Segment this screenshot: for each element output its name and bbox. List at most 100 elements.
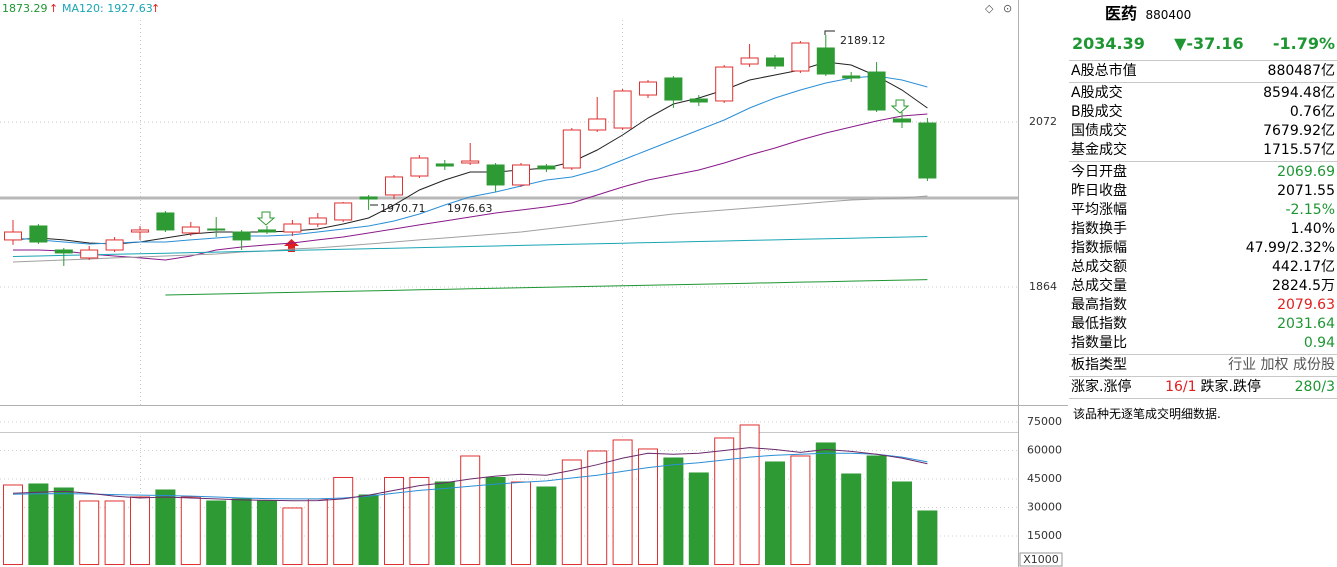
row-label: 最高指数	[1071, 297, 1127, 313]
row: 今日开盘 2069.69	[1069, 163, 1337, 182]
volume-bar	[206, 500, 227, 565]
volume-bar	[333, 476, 354, 566]
candle-body	[435, 163, 454, 167]
ma-line	[12, 447, 928, 502]
candle-body	[537, 165, 556, 170]
candle-body	[791, 42, 810, 72]
quote-change-pct: -1.79%	[1272, 34, 1335, 53]
row: 指数量比 0.94	[1069, 334, 1337, 353]
candle-body	[232, 231, 251, 241]
candle-body	[283, 223, 302, 233]
volume-bar	[511, 481, 531, 566]
volume-bar	[765, 461, 785, 566]
row-value: 2079.63	[1277, 297, 1335, 313]
candle-body	[461, 160, 480, 164]
row-label: 总成交额	[1071, 259, 1127, 275]
ma-line	[13, 113, 928, 261]
row: 板指类型 行业 加权 成份股	[1069, 356, 1337, 375]
row-value: 8594.48亿	[1263, 85, 1335, 101]
volume-bar	[282, 507, 303, 566]
row: 最高指数 2079.63	[1069, 296, 1337, 315]
candle-body	[639, 81, 657, 96]
row-label: 指数换手	[1071, 221, 1127, 237]
candle-body	[359, 196, 378, 200]
row-value: 1715.57亿	[1263, 142, 1335, 158]
candle-body	[156, 212, 175, 231]
volume-bar	[460, 455, 481, 565]
signal-up-arrow	[284, 239, 299, 252]
quote-row: 2034.39 ▼-37.16 -1.79%	[1069, 28, 1337, 61]
candle-body	[29, 225, 48, 243]
table-section: 今日开盘 2069.69 昨日收盘 2071.55 平均涨幅 -2.15% 指数换手 1.40…	[1069, 162, 1337, 355]
signal-down-arrow	[256, 211, 276, 226]
row: 总成交额 442.17亿	[1069, 258, 1337, 277]
row-label: 国债成交	[1071, 123, 1127, 139]
ma-line	[12, 61, 928, 245]
row-label: 指数量比	[1071, 335, 1127, 351]
row: 平均涨幅 -2.15%	[1069, 201, 1337, 220]
candle-body	[664, 77, 683, 101]
row-value: 47.99/2.32%	[1245, 240, 1335, 256]
volume-bar	[155, 489, 176, 566]
row: A股总市值 880487亿	[1069, 62, 1337, 81]
y-tick-label: 1864	[1029, 280, 1057, 293]
ma-arrow: ↑	[49, 2, 58, 15]
y-tick-label: 75000	[1027, 415, 1062, 428]
candle-body	[131, 229, 149, 233]
row: B股成交 0.76亿	[1069, 103, 1337, 122]
annotation: 2189.12	[840, 34, 886, 47]
table-section: 板指类型 行业 加权 成份股	[1069, 355, 1337, 377]
volume-bar	[688, 472, 709, 566]
volume-bar	[714, 437, 735, 565]
candle-body	[4, 231, 22, 241]
row-label: 涨家.涨停	[1071, 379, 1132, 395]
volume-bar	[536, 486, 557, 565]
row-value: 880487亿	[1267, 63, 1335, 79]
volume-bar	[612, 439, 633, 565]
quote-change: ▼-37.16	[1174, 34, 1244, 53]
quote-code: 880400	[1145, 8, 1192, 22]
ma-line	[165, 279, 928, 296]
volume-bar	[307, 498, 328, 566]
volume-bar	[28, 483, 49, 565]
signal-down-arrow	[890, 99, 910, 114]
candle-body	[816, 47, 835, 75]
row: 基金成交 1715.57亿	[1069, 141, 1337, 160]
volume-bar	[53, 487, 74, 566]
volume-bar	[739, 424, 760, 565]
candle-body	[512, 164, 530, 186]
volume-bar	[358, 494, 379, 565]
row-label: A股成交	[1071, 85, 1123, 101]
chart: 1873.29 ↑ MA120: 1927.63 ↑ ◇ ⊙ 1864 2072 1…	[0, 0, 1068, 567]
ma-line	[12, 236, 928, 257]
table-section: A股成交 8594.48亿 B股成交 0.76亿 国债成交 7679.92亿 基金成交 171…	[1069, 83, 1337, 162]
ma-label: MA120: 1927.63	[62, 2, 153, 15]
candle-body	[740, 57, 759, 65]
volume-bar	[434, 481, 455, 566]
quote-price: 2034.39	[1072, 34, 1145, 53]
row-label: 平均涨幅	[1071, 202, 1127, 218]
candle-body	[588, 118, 607, 131]
row-value: 442.17亿	[1272, 259, 1335, 275]
candle-body	[207, 228, 226, 231]
volume-bar	[485, 476, 506, 566]
candle-body	[105, 239, 124, 251]
row-label: A股总市值	[1071, 63, 1137, 79]
candle-body	[181, 226, 200, 234]
row: 指数换手 1.40%	[1069, 220, 1337, 239]
volume-bar	[587, 450, 608, 565]
counts-row: 涨家.涨停 16/1 跌家.跌停 280/3	[1069, 377, 1337, 399]
draw-icon[interactable]: ◇	[985, 2, 994, 15]
annotation: 1976.63	[447, 202, 493, 215]
table-section: A股总市值 880487亿	[1069, 61, 1337, 83]
candle-body	[334, 202, 353, 221]
settings-icon[interactable]: ⊙	[1003, 2, 1012, 15]
row: 涨家.涨停 16/1 跌家.跌停 280/3	[1069, 378, 1337, 397]
candle-body	[562, 129, 581, 169]
row: 指数振幅 47.99/2.32%	[1069, 239, 1337, 258]
y-tick-label: 15000	[1027, 529, 1062, 542]
volume-bar	[841, 473, 862, 565]
row-label: 跌家.跌停	[1200, 379, 1261, 395]
row-value: 2071.55	[1277, 183, 1335, 199]
